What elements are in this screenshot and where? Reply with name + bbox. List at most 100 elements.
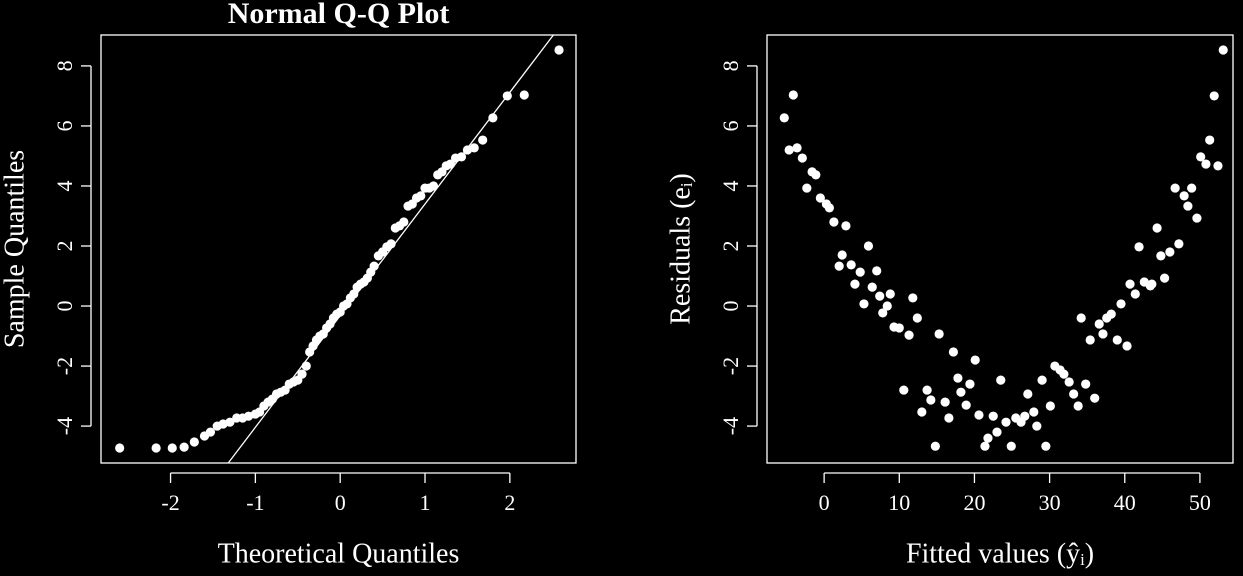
y-tick-label: 8 — [718, 60, 743, 71]
point — [456, 152, 467, 162]
point — [1213, 161, 1223, 171]
point — [922, 385, 932, 395]
point — [1090, 393, 1100, 403]
point — [1170, 183, 1180, 193]
point — [225, 417, 235, 427]
point — [428, 181, 439, 191]
y-tick-label: -2 — [718, 357, 743, 375]
point — [1192, 213, 1202, 223]
plot-frame — [100, 34, 577, 464]
x-tick-label: 0 — [335, 490, 346, 515]
point — [834, 261, 844, 271]
point — [1001, 417, 1011, 427]
point — [829, 217, 839, 227]
x-tick-label: -1 — [246, 490, 264, 515]
point — [904, 330, 914, 340]
point — [1081, 379, 1091, 389]
point — [855, 267, 865, 277]
point — [1209, 91, 1219, 101]
point — [1032, 421, 1042, 431]
point — [1187, 183, 1197, 193]
point — [908, 293, 918, 303]
point — [980, 441, 990, 451]
point — [875, 291, 885, 301]
point — [863, 241, 874, 251]
point — [899, 385, 909, 395]
point — [1134, 242, 1144, 252]
point — [992, 427, 1002, 437]
point — [953, 373, 963, 383]
point — [965, 379, 975, 389]
point — [1073, 401, 1083, 411]
point — [151, 443, 161, 453]
point — [1106, 309, 1116, 319]
point — [502, 91, 512, 101]
point — [944, 413, 954, 423]
x-tick-label: 50 — [1189, 490, 1211, 515]
y-tick-label: 0 — [718, 301, 743, 312]
point — [912, 313, 922, 323]
point — [824, 203, 834, 213]
point — [815, 193, 825, 203]
point — [469, 143, 479, 153]
point — [1201, 159, 1211, 169]
y-tick-label: 4 — [718, 180, 743, 191]
point — [837, 250, 847, 260]
point — [386, 239, 396, 249]
y-tick-label: 0 — [52, 301, 77, 312]
point — [948, 347, 959, 357]
y-tick-label: -4 — [718, 417, 743, 435]
panel: 0 10 20 30 40 50 -4 -2 0 2 4 6 8 Fitted values (ŷᵢ) Re… — [665, 34, 1234, 569]
point — [859, 299, 869, 309]
plot-frame — [766, 34, 1234, 464]
point — [802, 183, 812, 193]
point — [894, 323, 904, 333]
point — [1116, 299, 1126, 309]
point — [983, 433, 993, 443]
point — [205, 427, 216, 437]
point — [970, 355, 980, 365]
point — [1023, 389, 1033, 399]
point — [1041, 441, 1051, 451]
point — [940, 397, 950, 407]
point — [850, 279, 860, 289]
point — [1037, 375, 1047, 385]
point — [1045, 401, 1055, 411]
point — [872, 266, 882, 276]
point — [867, 282, 877, 292]
point — [1029, 407, 1039, 417]
point — [488, 113, 498, 123]
point — [1196, 152, 1206, 162]
point — [779, 113, 789, 123]
point — [988, 411, 998, 421]
point — [1006, 441, 1016, 451]
point — [1205, 135, 1215, 145]
point — [1125, 279, 1135, 289]
x-tick-label: 10 — [888, 490, 910, 515]
point — [179, 442, 189, 452]
point — [301, 361, 311, 371]
y-tick-label: 8 — [52, 60, 77, 71]
point — [930, 441, 940, 451]
point — [1179, 191, 1189, 201]
point — [1085, 335, 1095, 345]
point — [189, 437, 199, 447]
point — [399, 217, 409, 227]
point — [115, 443, 125, 453]
point — [792, 143, 802, 153]
point — [1174, 239, 1184, 249]
x-tick-label: 2 — [504, 490, 515, 515]
point — [519, 90, 529, 100]
x-axis-title: Theoretical Quantiles — [218, 538, 460, 569]
x-axis-title: Fitted values (ŷᵢ) — [906, 538, 1094, 569]
y-tick-label: 6 — [718, 120, 743, 131]
point — [349, 289, 359, 299]
point — [1218, 45, 1228, 55]
point — [1112, 335, 1122, 345]
point — [1094, 319, 1104, 329]
point — [1069, 389, 1079, 399]
point — [784, 145, 794, 155]
point — [788, 90, 798, 100]
